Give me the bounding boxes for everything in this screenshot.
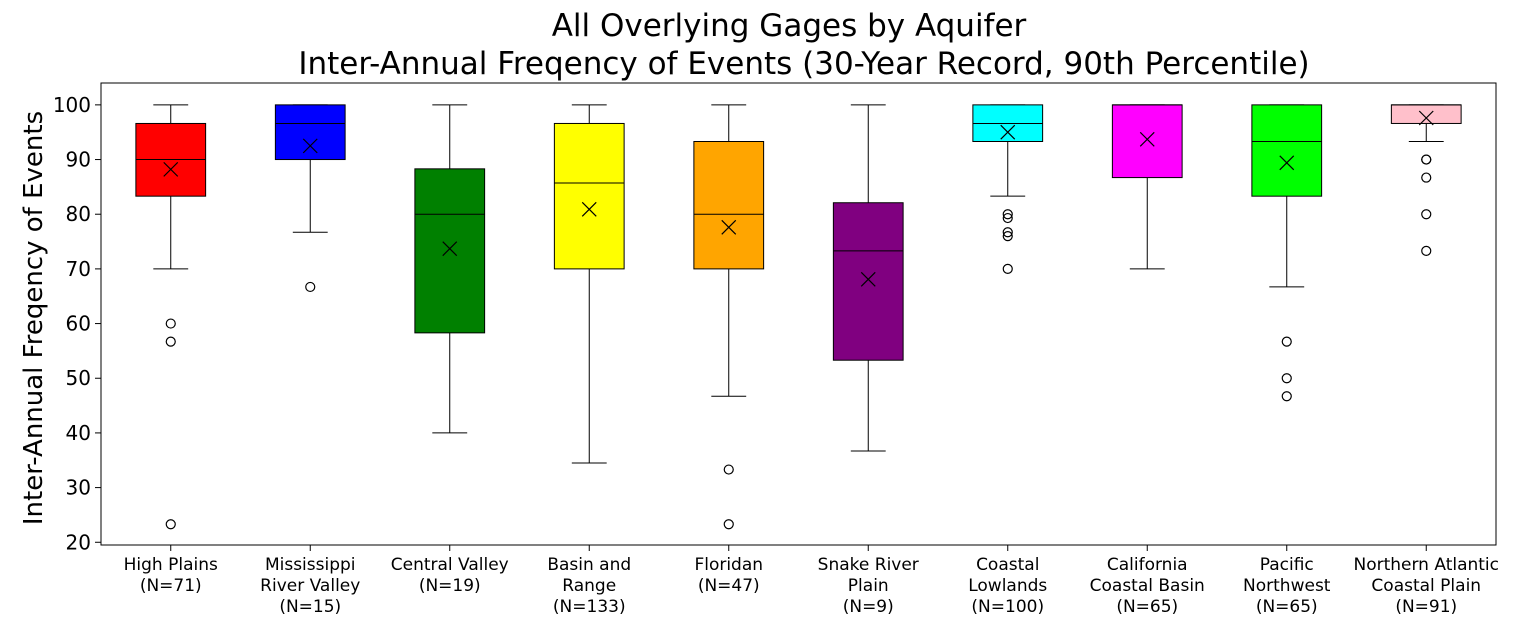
x-tick-label-line: Basin and: [547, 555, 631, 575]
outlier-point: [165, 336, 176, 347]
outlier-point: [305, 281, 316, 293]
x-tick-label-line: Mississippi: [265, 555, 356, 575]
x-tick-label-line: (N=91): [1395, 597, 1457, 617]
outlier-point: [1421, 209, 1432, 220]
y-tick-label: 20: [66, 530, 91, 554]
mean-marker: [581, 201, 597, 217]
x-tick-label-line: Range: [562, 576, 616, 596]
outlier-point: [1281, 336, 1292, 347]
y-tick-label: 90: [66, 148, 91, 172]
x-tick-label: High Plains (N=71): [124, 555, 218, 596]
x-tick-label-line: (N=65): [1256, 597, 1318, 617]
y-tick-label: 50: [66, 366, 91, 390]
y-tick-label: 60: [66, 312, 91, 336]
x-tick-label-line: Snake River: [818, 555, 919, 575]
y-tick-label: 40: [66, 421, 91, 445]
outlier-point: [165, 318, 176, 329]
box: [693, 141, 765, 270]
mean-marker: [860, 271, 876, 287]
x-tick-label-line: (N=15): [279, 597, 341, 617]
x-tick-label: Snake River Plain (N=9): [818, 555, 919, 617]
box: [1251, 104, 1323, 197]
box: [274, 104, 346, 161]
box: [553, 122, 625, 270]
axes-frame: [100, 82, 1497, 546]
x-tick-label-line: (N=47): [698, 576, 760, 596]
outlier-point: [1421, 172, 1432, 183]
x-tick-label-line: Floridan: [694, 555, 763, 575]
outlier-point: [1002, 230, 1013, 242]
outlier-point: [1421, 245, 1432, 256]
box: [1111, 104, 1183, 179]
box: [832, 202, 904, 361]
outlier-point: [723, 464, 734, 475]
x-tick-label: Mississippi River Valley (N=15): [260, 555, 360, 617]
mean-marker: [1139, 131, 1155, 147]
outlier-point: [1281, 373, 1292, 384]
x-tick-label-line: Coastal Basin: [1090, 576, 1205, 596]
x-tick-label: California Coastal Basin (N=65): [1090, 555, 1205, 617]
outlier-point: [1281, 391, 1292, 402]
x-tick-label-line: (N=100): [971, 597, 1044, 617]
outlier-point: [1421, 154, 1432, 165]
x-tick-label: Floridan (N=47): [694, 555, 763, 596]
outlier-point: [1002, 227, 1013, 238]
x-tick-label: Basin and Range (N=133): [547, 555, 631, 617]
chart-title-line-2: Inter-Annual Freqency of Events (30-Year…: [298, 46, 1309, 82]
outlier-point: [723, 519, 734, 530]
y-tick-label: 100: [53, 93, 91, 117]
x-tick-label-line: Coastal Plain: [1371, 576, 1481, 596]
plot-area: 20 30 40 50 60 70 80 90 100 High Plains (N=71) Miss…: [53, 82, 1499, 617]
mean-marker: [1000, 124, 1016, 140]
mean-marker: [163, 161, 179, 177]
mean-marker: [1418, 110, 1434, 126]
x-tick-label-line: Northwest: [1243, 576, 1331, 596]
x-tick-label-line: Central Valley: [391, 555, 509, 575]
x-tick-label-line: (N=71): [140, 576, 202, 596]
mean-marker: [442, 241, 458, 257]
x-tick-label: Central Valley (N=19): [391, 555, 509, 596]
x-tick-label-line: River Valley: [260, 576, 360, 596]
x-tick-label-line: Plain: [848, 576, 889, 596]
x-tick-label: Coastal Lowlands (N=100): [968, 555, 1047, 617]
x-tick-label-line: Pacific: [1260, 555, 1314, 575]
y-tick-label: 70: [66, 257, 91, 281]
x-tick-label-line: California: [1107, 555, 1188, 575]
outlier-point: [1002, 212, 1013, 224]
box: [1390, 104, 1462, 124]
x-tick-label-line: (N=133): [553, 597, 626, 617]
mean-marker: [1279, 155, 1295, 171]
x-tick-label-line: High Plains: [124, 555, 218, 575]
x-tick-label-line: (N=19): [419, 576, 481, 596]
y-axis-label: Inter-Annual Freqency of Events: [19, 111, 49, 525]
mean-marker: [302, 138, 318, 154]
x-tick-label-line: Lowlands: [968, 576, 1047, 596]
x-tick-label: Northern Atlantic Coastal Plain (N=91): [1353, 555, 1499, 617]
box: [414, 168, 486, 334]
outlier-point: [1002, 263, 1013, 274]
x-tick-label-line: Coastal: [976, 555, 1039, 575]
x-tick-label-line: (N=65): [1116, 597, 1178, 617]
x-tick-label: Pacific Northwest (N=65): [1243, 555, 1331, 617]
mean-marker: [721, 219, 737, 235]
chart-title-line-1: All Overlying Gages by Aquifer: [552, 8, 1027, 44]
y-tick-label: 30: [66, 476, 91, 500]
y-tick-label: 80: [66, 202, 91, 226]
x-tick-label-line: (N=9): [843, 597, 894, 617]
outlier-point: [165, 519, 176, 530]
x-tick-label-line: Northern Atlantic: [1353, 555, 1499, 575]
outlier-point: [1002, 209, 1013, 220]
